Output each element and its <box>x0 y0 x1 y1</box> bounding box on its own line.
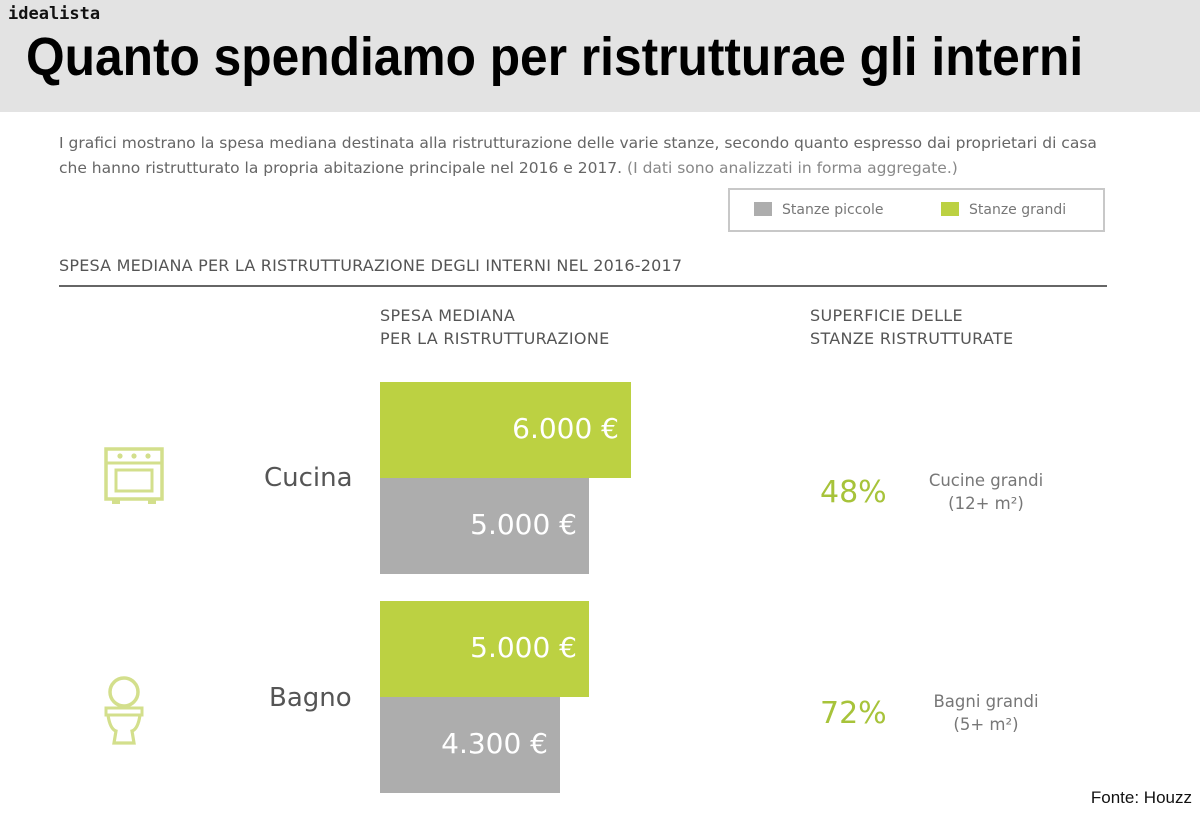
room-label-bagno: Bagno <box>269 683 352 713</box>
percent-cucina: 48% <box>820 475 887 510</box>
legend-label-small: Stanze piccole <box>782 202 884 218</box>
bar-bagno-large <box>380 601 589 697</box>
column-head-spend: SPESA MEDIANA PER LA RISTRUTTURAZIONE <box>380 304 610 350</box>
column-head-spend-line1: SPESA MEDIANA <box>380 306 516 325</box>
legend-swatch-large <box>941 202 959 216</box>
bar-bagno-small <box>380 697 560 793</box>
intro-note: (I dati sono analizzati in forma aggrega… <box>627 159 958 177</box>
column-head-surface: SUPERFICIE DELLE STANZE RISTRUTTURATE <box>810 304 1013 350</box>
bar-cucina-large <box>380 382 631 478</box>
brand-logo: idealista <box>8 4 101 24</box>
intro-text: I grafici mostrano la spesa mediana dest… <box>59 134 1097 177</box>
header-banner: idealista Quanto spendiamo per ristruttu… <box>0 0 1200 112</box>
chart-legend: Stanze piccole Stanze grandi <box>728 188 1105 232</box>
percent-bagno: 72% <box>820 696 887 731</box>
toilet-icon <box>104 676 144 745</box>
intro-paragraph: I grafici mostrano la spesa mediana dest… <box>59 131 1119 181</box>
bar-label-cucina-large: 6.000 € <box>512 412 619 445</box>
size-label-bagno: Bagni grandi (5+ m²) <box>901 690 1071 736</box>
bar-cucina-small <box>380 478 589 574</box>
legend-label-large: Stanze grandi <box>969 202 1067 218</box>
size-label-cucina-line2: (12+ m²) <box>948 494 1024 513</box>
column-head-spend-line2: PER LA RISTRUTTURAZIONE <box>380 329 610 348</box>
legend-swatch-small <box>754 202 772 216</box>
legend-item-large: Stanze grandi <box>941 202 1066 218</box>
size-label-cucina-line1: Cucine grandi <box>928 471 1044 490</box>
oven-icon <box>104 447 164 504</box>
source-credit: Fonte: Houzz <box>1090 788 1192 807</box>
bar-label-cucina-small: 5.000 € <box>470 508 577 541</box>
column-head-surface-line1: SUPERFICIE DELLE <box>810 306 963 325</box>
legend-item-small: Stanze piccole <box>754 202 883 218</box>
size-label-cucina: Cucine grandi (12+ m²) <box>901 469 1071 515</box>
room-label-cucina: Cucina <box>264 463 353 493</box>
column-head-surface-line2: STANZE RISTRUTTURATE <box>810 329 1014 348</box>
size-label-bagno-line1: Bagni grandi <box>933 692 1039 711</box>
bar-label-bagno-small: 4.300 € <box>441 727 548 760</box>
size-label-bagno-line2: (5+ m²) <box>953 715 1019 734</box>
section-title: SPESA MEDIANA PER LA RISTRUTTURAZIONE DE… <box>59 256 683 275</box>
page-title: Quanto spendiamo per ristrutturae gli in… <box>26 27 1084 87</box>
section-divider <box>59 285 1107 287</box>
bar-label-bagno-large: 5.000 € <box>470 631 577 664</box>
